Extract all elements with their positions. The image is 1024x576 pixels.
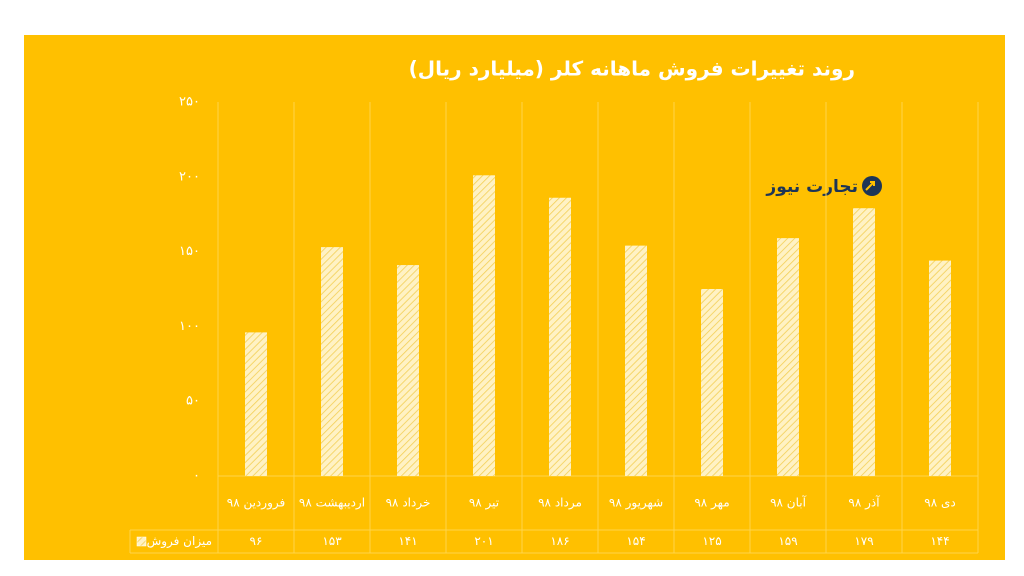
watermark-logo: تجارت نیوز — [765, 176, 882, 197]
bar — [549, 197, 571, 476]
y-tick-label: ۲۵۰ — [179, 95, 200, 110]
table-value: ۱۵۴ — [626, 534, 645, 548]
x-tick-label: دی ۹۸ — [924, 496, 955, 510]
bar — [473, 175, 495, 476]
y-tick-label: ۲۰۰ — [179, 169, 200, 184]
bar — [321, 247, 343, 476]
table-value: ۱۲۵ — [702, 534, 721, 548]
bar — [625, 245, 647, 476]
table-value: ۱۴۴ — [930, 534, 949, 548]
table-value: ۹۶ — [250, 534, 263, 548]
y-tick-label: ۵۰ — [186, 394, 200, 409]
bar — [929, 260, 951, 476]
x-tick-label: مهر ۹۸ — [694, 496, 729, 511]
bar — [245, 332, 267, 476]
x-tick-label: آبان ۹۸ — [770, 495, 807, 510]
x-tick-label: مرداد ۹۸ — [538, 496, 582, 511]
legend-marker — [136, 536, 147, 547]
bar — [397, 265, 419, 476]
bar — [701, 289, 723, 476]
x-tick-label: شهریور ۹۸ — [609, 496, 663, 511]
table-value: ۱۴۱ — [398, 534, 417, 548]
bar — [777, 238, 799, 476]
table-value: ۲۰۱ — [474, 534, 493, 548]
y-tick-label: ۱۰۰ — [179, 319, 200, 334]
watermark: تجارت نیوز — [765, 177, 858, 197]
x-tick-label: تیر ۹۸ — [469, 496, 499, 511]
background — [24, 35, 1005, 560]
table-value: ۱۵۹ — [778, 534, 797, 548]
x-tick-label: خرداد ۹۸ — [386, 496, 431, 511]
y-tick-label: ۱۵۰ — [179, 244, 200, 259]
x-tick-label: اردیبهشت ۹۸ — [299, 496, 365, 511]
x-tick-label: آذر ۹۸ — [848, 495, 880, 511]
chart-title: روند تغییرات فروش ماهانه کلر (میلیارد ری… — [409, 57, 855, 81]
x-tick-label: فروردین ۹۸ — [227, 496, 285, 511]
table-value: ۱۸۶ — [550, 534, 569, 548]
table-value: ۱۷۹ — [854, 534, 873, 548]
bar — [853, 208, 875, 476]
legend-label: میزان فروش — [147, 534, 212, 549]
y-tick-label: ۰ — [193, 469, 200, 484]
table-value: ۱۵۳ — [322, 534, 342, 548]
